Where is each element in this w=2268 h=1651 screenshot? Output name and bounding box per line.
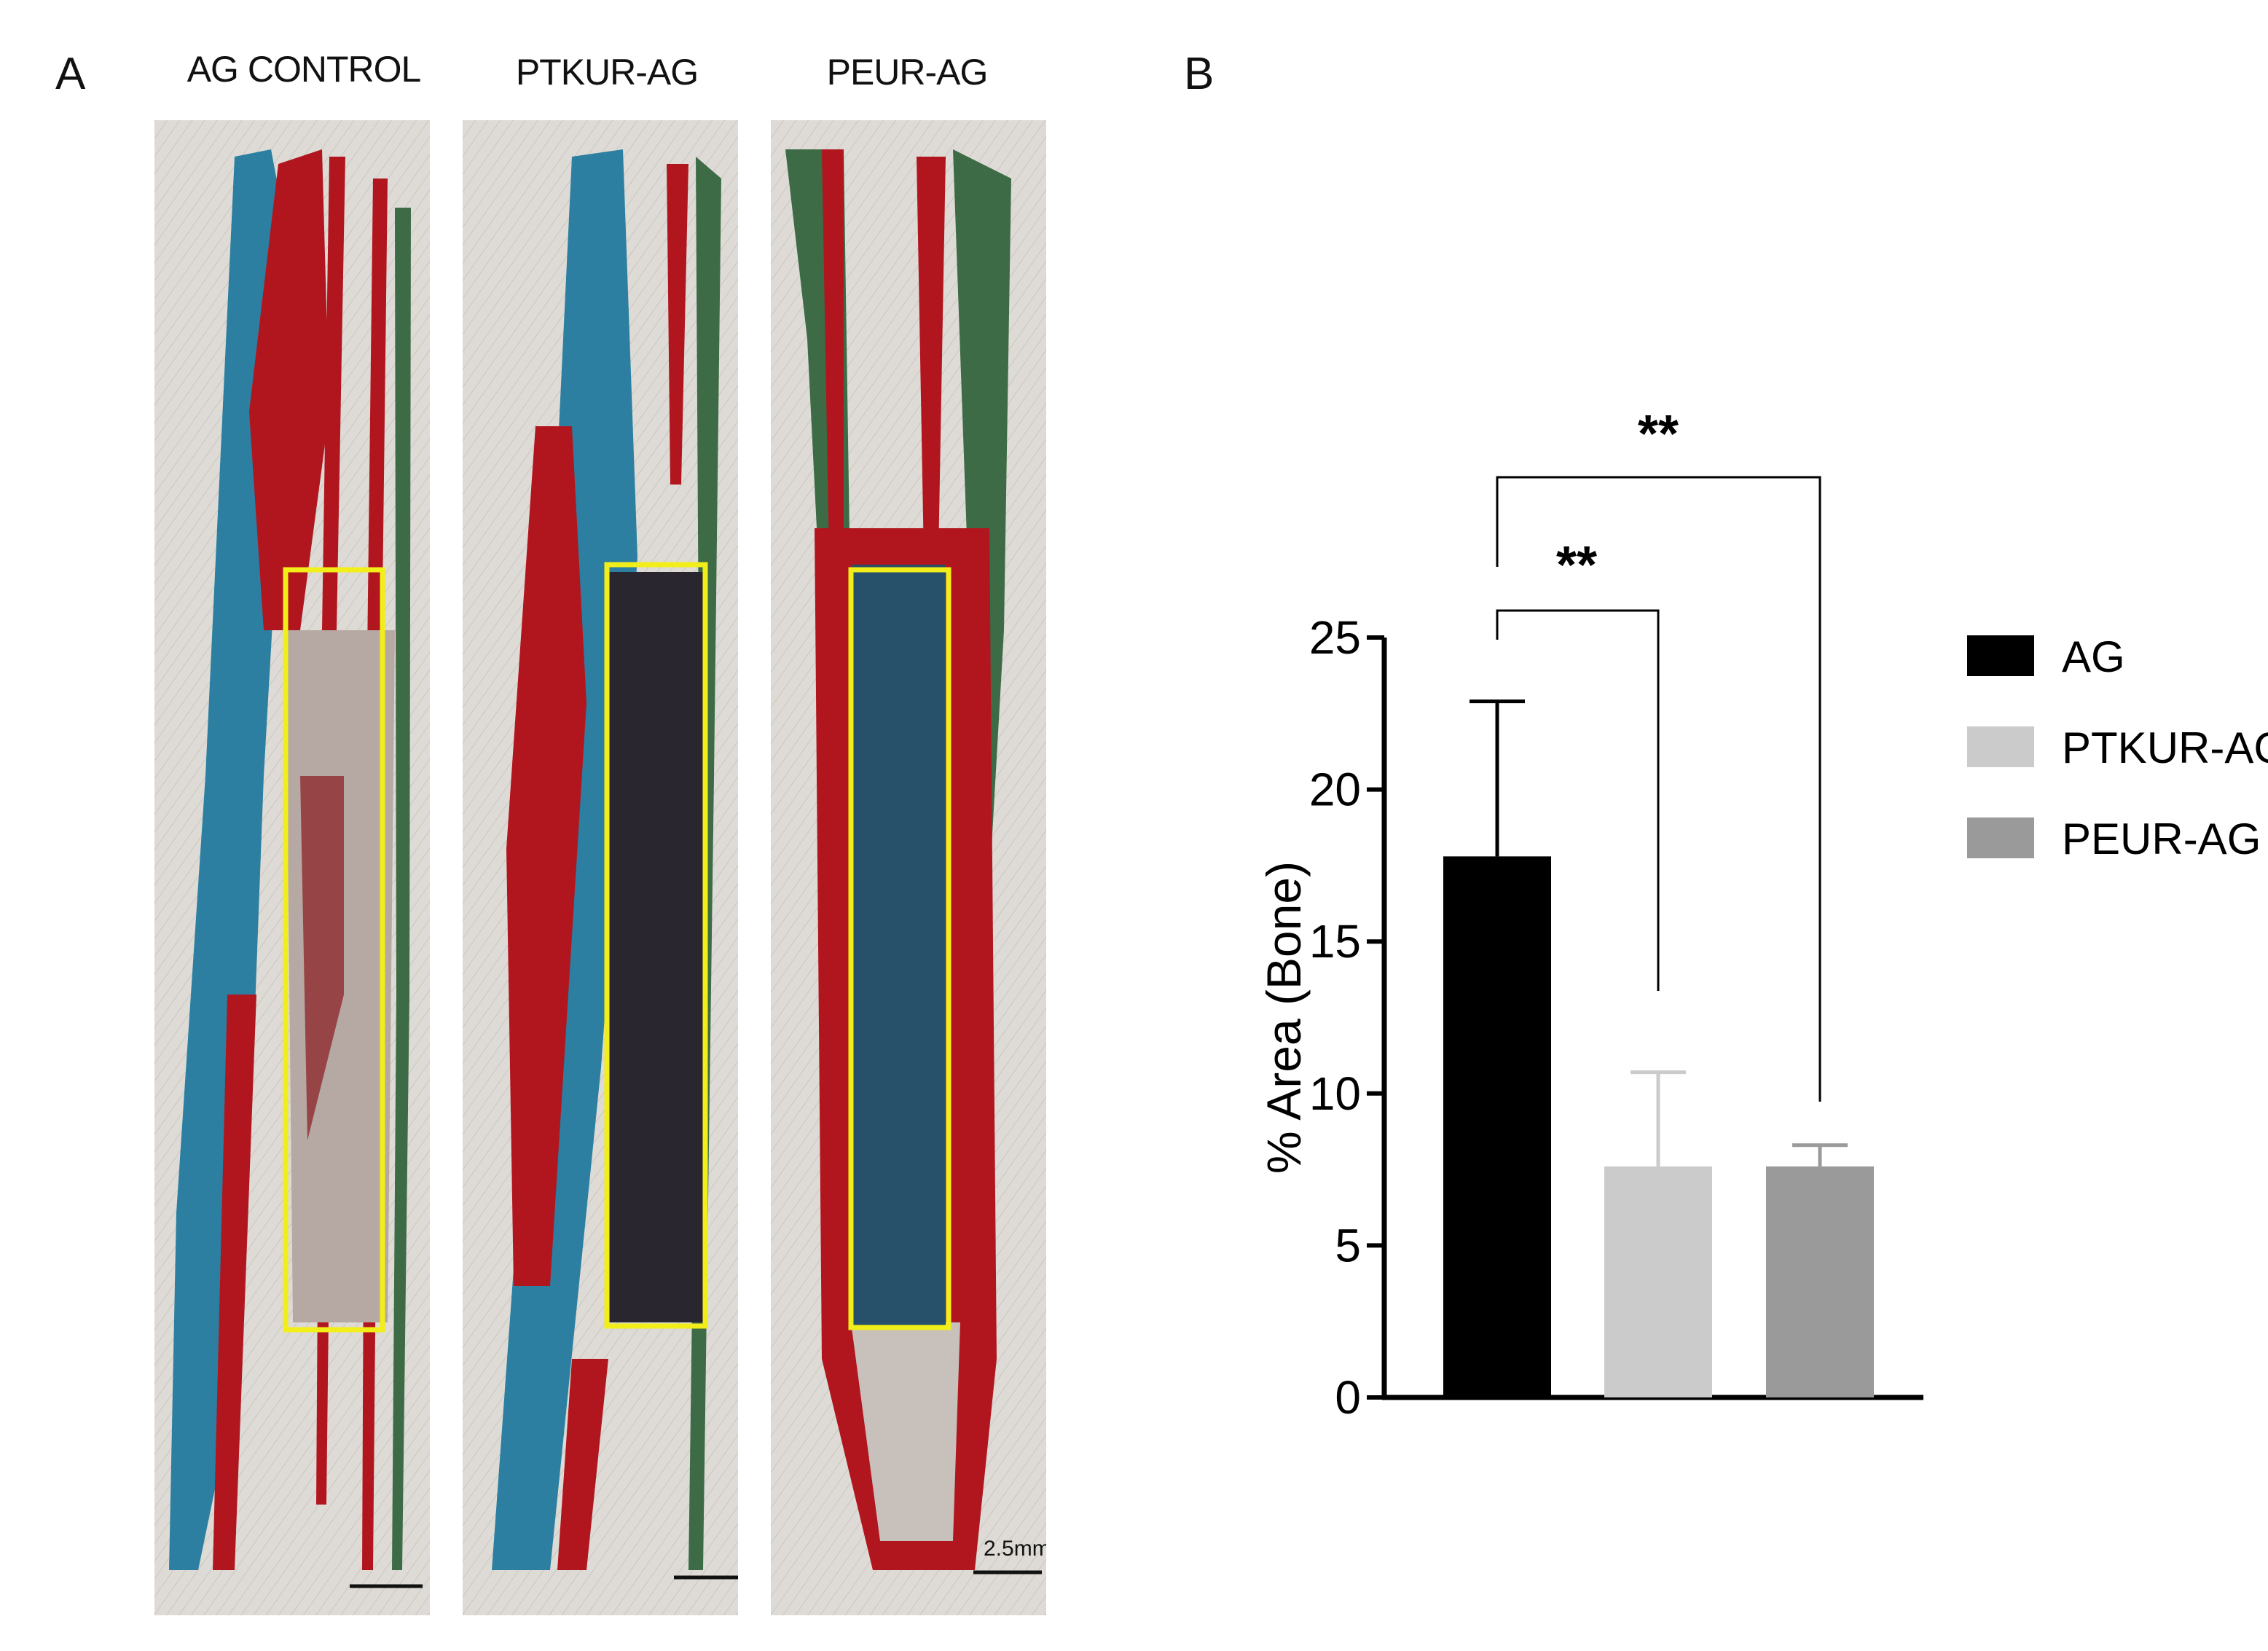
significance-label: ** (1556, 536, 1597, 595)
roi-box-peur-ag (848, 567, 951, 1330)
y-tick-label: 10 (1309, 1067, 1361, 1120)
histology-image-peur-ag: 2.5mm (771, 120, 1046, 1615)
bar-peur-ag (1766, 1166, 1874, 1397)
roi-box-ptkur-ag (604, 562, 708, 1329)
column-title-peur-ag: PEUR-AG (826, 52, 989, 93)
legend-label: PEUR-AG (2062, 815, 2261, 863)
significance-label: ** (1638, 405, 1679, 463)
y-tick-label: 5 (1335, 1219, 1361, 1271)
y-axis-label: % Area (Bone) (1257, 861, 1311, 1174)
y-tick-label: 20 (1309, 764, 1361, 816)
y-tick-label: 25 (1309, 611, 1361, 664)
panel-a-letter: A (55, 49, 86, 99)
bar-ag (1443, 856, 1551, 1397)
histology-image-ptkur-ag (463, 120, 738, 1615)
legend-swatch (1967, 726, 2034, 767)
y-tick-label: 15 (1309, 915, 1361, 968)
bar-ptkur-ag (1604, 1166, 1712, 1397)
column-title-ag-control: AG CONTROL (187, 49, 422, 90)
legend-label: AG (2062, 632, 2125, 681)
panel-b-letter: B (1184, 49, 1215, 99)
roi-box-ag-control (283, 567, 385, 1333)
legend-swatch (1967, 817, 2034, 858)
significance-bracket (1496, 476, 1821, 1102)
legend-swatch (1967, 635, 2034, 676)
y-tick-label: 0 (1335, 1371, 1361, 1424)
histology-image-ag-control (154, 120, 430, 1615)
significance-bracket (1496, 609, 1660, 991)
column-title-ptkur-ag: PTKUR-AG (515, 52, 699, 93)
scale-label: 2.5mm (984, 1537, 1046, 1561)
legend-label: PTKUR-AG (2062, 723, 2268, 772)
